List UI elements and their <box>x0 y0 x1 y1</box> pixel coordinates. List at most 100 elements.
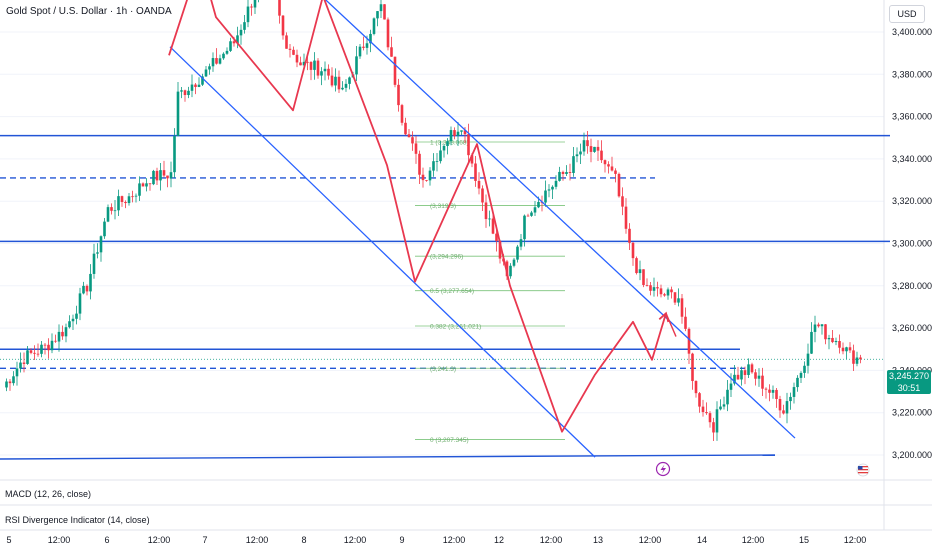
candle-body <box>701 406 705 413</box>
candle-body <box>358 46 362 57</box>
macd-pane-label[interactable]: MACD (12, 26, close) <box>5 489 92 499</box>
candle-body <box>229 41 232 51</box>
candle-body <box>687 328 691 354</box>
candle-body <box>516 246 519 260</box>
price-tick-label: 3,360.000 <box>892 112 932 122</box>
candle-body <box>855 357 859 364</box>
candle-body <box>85 285 89 292</box>
candle-body <box>712 422 715 433</box>
candle-body <box>222 53 225 59</box>
fibonacci-retracement: 1 (3,348.068) (3,319.3) (3,294.296) 0.5 (3,… <box>415 139 565 444</box>
candle-body <box>642 269 645 285</box>
candle-body <box>176 91 180 137</box>
channel-lower-line <box>169 46 596 458</box>
candle-body <box>775 389 778 399</box>
candle-body <box>169 172 173 179</box>
candle-body <box>460 130 463 132</box>
candle-body <box>145 183 148 187</box>
time-tick-label: 12:00 <box>844 535 867 545</box>
candle-body <box>288 48 292 50</box>
candle-body <box>306 61 309 63</box>
candle-body <box>572 156 575 173</box>
time-tick-label: 7 <box>202 535 207 545</box>
candle-body <box>141 183 145 187</box>
candle-body <box>771 389 775 393</box>
price-tick-label: 3,320.000 <box>892 196 932 206</box>
candle-body <box>355 56 358 75</box>
channel-upper-line <box>324 0 796 439</box>
candle-body <box>71 318 75 322</box>
candle-body <box>719 406 722 410</box>
candle-body <box>159 170 162 181</box>
candle-body <box>404 122 407 135</box>
candle-body <box>64 327 68 337</box>
candle-body <box>365 43 369 48</box>
candle-body <box>841 347 845 352</box>
candle-body <box>376 11 379 19</box>
time-tick-label: 12:00 <box>540 535 563 545</box>
candle-body <box>134 195 138 197</box>
candle-body <box>495 233 498 242</box>
time-tick-label: 12:00 <box>639 535 662 545</box>
rsi-pane-label[interactable]: RSI Divergence Indicator (14, close) <box>5 515 150 525</box>
candle-body <box>768 389 771 393</box>
candle-body <box>470 155 474 164</box>
candle-body <box>778 398 782 411</box>
candle-body <box>208 66 211 70</box>
zigzag-tail <box>665 313 677 337</box>
candle-body <box>463 130 467 135</box>
candle-body <box>810 331 813 354</box>
candle-body <box>498 241 502 259</box>
candle-body <box>425 180 428 181</box>
candle-body <box>859 357 862 360</box>
candle-body <box>782 410 785 414</box>
candle-body <box>635 258 638 274</box>
candles <box>5 0 862 441</box>
lightning-icon[interactable] <box>655 461 671 477</box>
candle-body <box>187 90 190 96</box>
candle-body <box>736 374 740 380</box>
time-tick-label: 12:00 <box>48 535 71 545</box>
candle-body <box>551 186 554 190</box>
candle-body <box>523 215 526 240</box>
fib-level-label: (3,241.3) <box>430 366 456 373</box>
candle-body <box>397 84 400 106</box>
time-tick-label: 12:00 <box>344 535 367 545</box>
candle-body <box>421 174 425 181</box>
support-line <box>0 454 776 460</box>
candle-body <box>432 161 435 171</box>
candle-body <box>292 49 295 55</box>
candle-body <box>663 294 666 296</box>
candle-body <box>684 316 687 329</box>
bar-countdown: 30:51 <box>897 383 921 393</box>
candle-body <box>547 189 551 191</box>
candle-body <box>726 389 729 405</box>
candle-body <box>544 190 547 203</box>
candle-body <box>740 370 743 380</box>
candle-body <box>817 324 820 327</box>
candle-body <box>110 207 113 211</box>
candle-body <box>89 273 92 292</box>
candle-body <box>33 352 36 354</box>
candle-body <box>316 60 320 76</box>
candle-body <box>246 6 250 23</box>
current-price-value: 3,245.270 <box>888 371 930 381</box>
time-tick-label: 12:00 <box>443 535 466 545</box>
candle-body <box>757 375 761 379</box>
candle-body <box>313 60 316 70</box>
candle-body <box>15 368 19 377</box>
candle-body <box>386 19 390 48</box>
candle-body <box>561 171 565 174</box>
candle-body <box>155 170 159 181</box>
trend-channel <box>169 0 796 458</box>
currency-button[interactable]: USD <box>889 5 925 23</box>
candle-body <box>649 285 652 291</box>
us-flag-icon[interactable] <box>856 463 870 477</box>
candle-body <box>29 350 33 353</box>
candle-body <box>334 76 337 86</box>
price-tick-label: 3,260.000 <box>892 323 932 333</box>
candle-body <box>117 196 120 211</box>
candle-body <box>708 413 712 423</box>
candle-body <box>565 172 568 174</box>
